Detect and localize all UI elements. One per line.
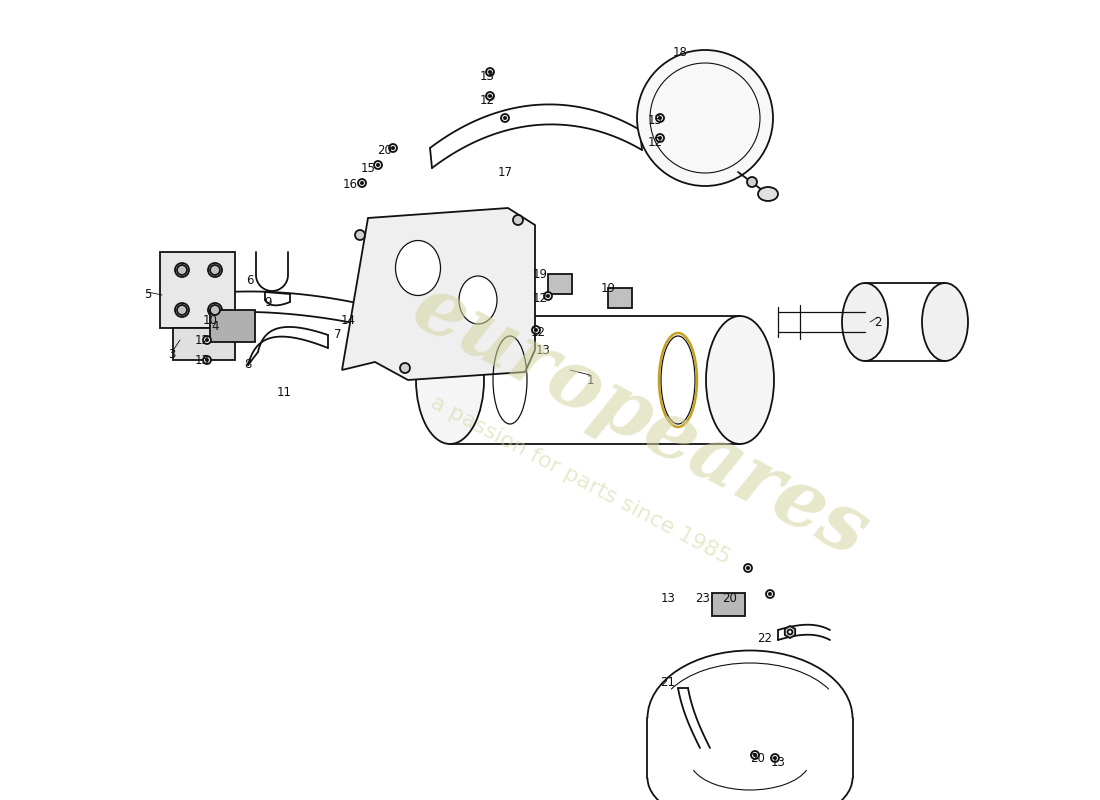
Text: 18: 18 xyxy=(672,46,688,58)
Circle shape xyxy=(376,163,380,166)
Circle shape xyxy=(488,70,492,74)
Text: a passion for parts since 1985: a passion for parts since 1985 xyxy=(427,392,734,568)
Text: 8: 8 xyxy=(244,358,252,371)
Circle shape xyxy=(766,590,774,598)
Ellipse shape xyxy=(175,303,189,317)
Circle shape xyxy=(656,134,664,142)
Circle shape xyxy=(355,230,365,240)
Polygon shape xyxy=(160,252,235,328)
Circle shape xyxy=(747,177,757,187)
Circle shape xyxy=(500,114,509,122)
Text: 4: 4 xyxy=(211,319,219,333)
Text: 13: 13 xyxy=(771,755,785,769)
Text: 10: 10 xyxy=(202,314,218,326)
Ellipse shape xyxy=(175,263,189,277)
Polygon shape xyxy=(608,288,632,308)
Text: 5: 5 xyxy=(144,289,152,302)
Circle shape xyxy=(486,92,494,100)
Text: 11: 11 xyxy=(276,386,292,398)
Ellipse shape xyxy=(758,187,778,201)
Circle shape xyxy=(535,328,538,331)
Ellipse shape xyxy=(416,316,484,444)
Circle shape xyxy=(210,265,220,275)
Text: 17: 17 xyxy=(497,166,513,178)
Text: 6: 6 xyxy=(246,274,254,286)
Text: 14: 14 xyxy=(341,314,355,326)
Text: 3: 3 xyxy=(168,349,176,362)
Text: europeares: europeares xyxy=(399,267,881,573)
Circle shape xyxy=(488,94,492,98)
Polygon shape xyxy=(712,593,745,616)
Circle shape xyxy=(751,751,759,759)
Text: 22: 22 xyxy=(758,631,772,645)
Circle shape xyxy=(637,50,773,186)
Ellipse shape xyxy=(842,283,888,361)
Circle shape xyxy=(656,114,664,122)
Text: 2: 2 xyxy=(874,315,882,329)
Circle shape xyxy=(532,326,540,334)
Circle shape xyxy=(544,292,552,300)
Circle shape xyxy=(744,564,752,572)
Circle shape xyxy=(773,757,777,760)
Circle shape xyxy=(771,754,779,762)
Text: 20: 20 xyxy=(723,591,737,605)
Text: 12: 12 xyxy=(480,94,495,106)
Text: 19: 19 xyxy=(532,269,548,282)
Ellipse shape xyxy=(706,316,774,444)
Text: 12: 12 xyxy=(648,135,662,149)
Polygon shape xyxy=(784,626,795,638)
Text: 16: 16 xyxy=(342,178,358,191)
Circle shape xyxy=(210,305,220,315)
Text: 19: 19 xyxy=(601,282,616,294)
Circle shape xyxy=(659,136,661,139)
Text: 12: 12 xyxy=(195,334,209,346)
Text: 7: 7 xyxy=(334,329,342,342)
Ellipse shape xyxy=(922,283,968,361)
Circle shape xyxy=(389,144,397,152)
Circle shape xyxy=(747,566,749,570)
Text: 12: 12 xyxy=(530,326,546,339)
Circle shape xyxy=(206,338,209,342)
Text: 20: 20 xyxy=(750,751,766,765)
Ellipse shape xyxy=(396,241,440,295)
Ellipse shape xyxy=(208,263,222,277)
Circle shape xyxy=(400,363,410,373)
Polygon shape xyxy=(173,328,235,360)
Circle shape xyxy=(504,116,507,119)
Text: 1: 1 xyxy=(586,374,594,386)
Text: 13: 13 xyxy=(536,343,550,357)
Circle shape xyxy=(486,68,494,76)
Text: 23: 23 xyxy=(695,591,711,605)
Circle shape xyxy=(204,336,211,344)
Circle shape xyxy=(650,63,760,173)
Circle shape xyxy=(358,179,366,187)
Polygon shape xyxy=(210,310,255,342)
Text: 12: 12 xyxy=(532,291,548,305)
Text: 13: 13 xyxy=(195,354,209,366)
Text: 20: 20 xyxy=(377,143,393,157)
Circle shape xyxy=(374,161,382,169)
Circle shape xyxy=(204,356,211,364)
Text: 13: 13 xyxy=(648,114,662,126)
Circle shape xyxy=(361,182,364,185)
Text: 21: 21 xyxy=(660,675,675,689)
Ellipse shape xyxy=(459,276,497,324)
Text: 15: 15 xyxy=(361,162,375,174)
Circle shape xyxy=(547,294,550,298)
Text: 13: 13 xyxy=(661,591,675,605)
Text: 9: 9 xyxy=(264,295,272,309)
Circle shape xyxy=(206,358,209,362)
Circle shape xyxy=(769,592,771,595)
Circle shape xyxy=(177,265,187,275)
Circle shape xyxy=(177,305,187,315)
Circle shape xyxy=(513,215,522,225)
Circle shape xyxy=(392,146,395,150)
Circle shape xyxy=(754,754,757,757)
Ellipse shape xyxy=(208,303,222,317)
Circle shape xyxy=(659,116,661,119)
Circle shape xyxy=(788,630,792,634)
Text: 13: 13 xyxy=(480,70,494,82)
Polygon shape xyxy=(342,208,535,380)
Polygon shape xyxy=(548,274,572,294)
